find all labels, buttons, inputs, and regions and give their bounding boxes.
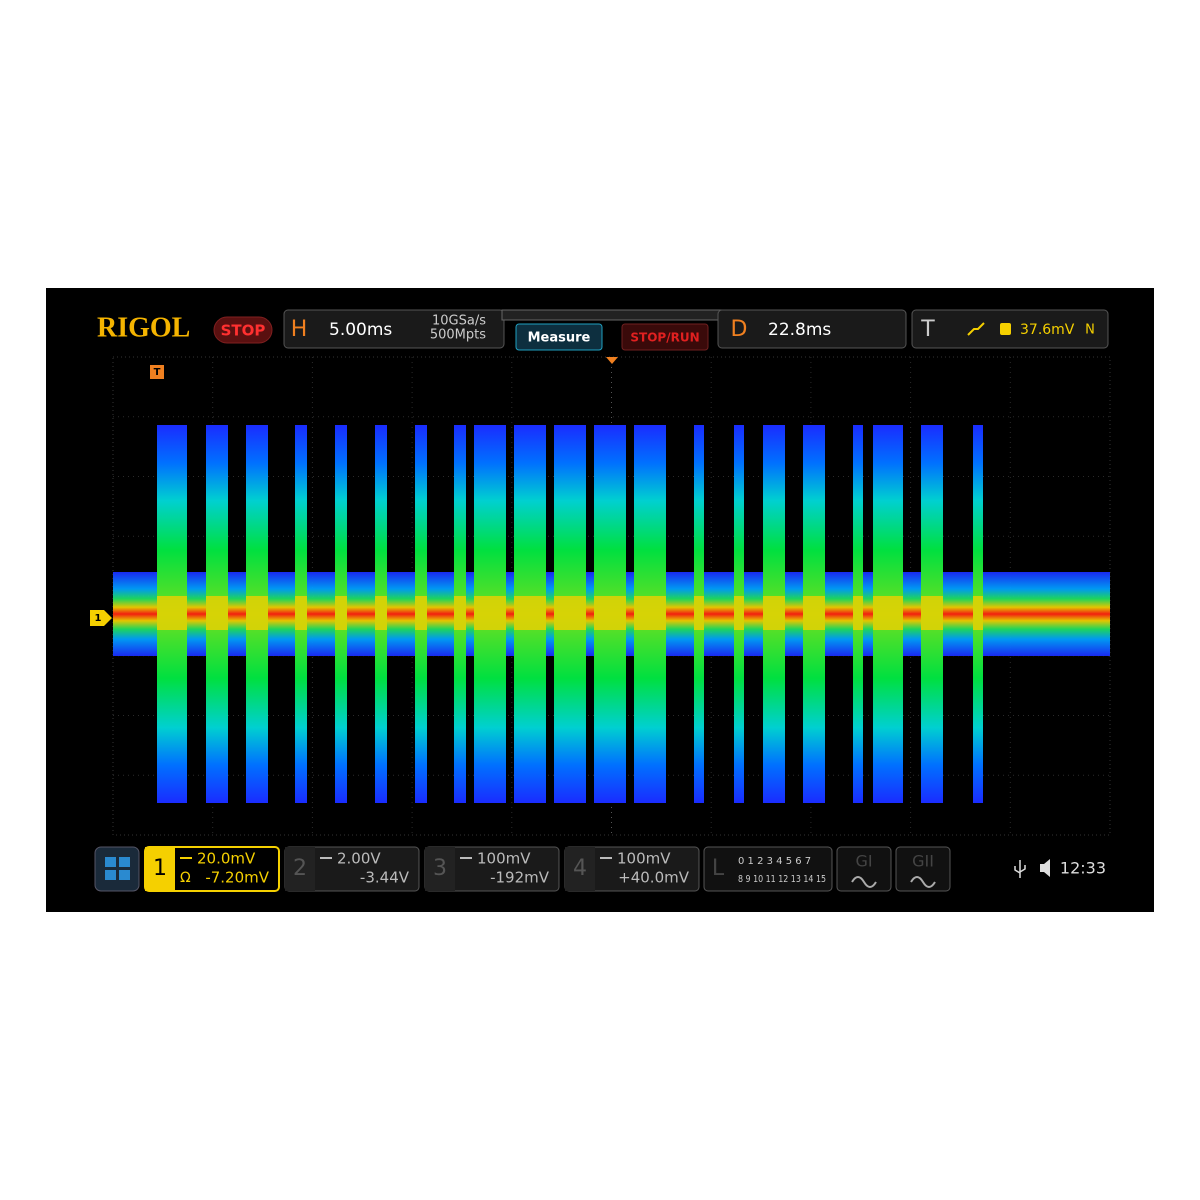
source-icon xyxy=(1000,323,1011,335)
channel-offset: +40.0mV xyxy=(618,869,690,887)
clock: 12:33 xyxy=(1060,859,1106,878)
stop-run-button[interactable] xyxy=(621,323,709,351)
burst-core xyxy=(973,596,983,630)
trigger-marker xyxy=(150,365,164,379)
burst-core xyxy=(634,596,666,630)
burst-core xyxy=(763,596,785,630)
status-badge xyxy=(213,316,273,344)
channel-scale: 20.0mV xyxy=(197,850,256,868)
delay-marker xyxy=(606,357,618,364)
channel-tab xyxy=(285,847,315,891)
channel-scale: 2.00V xyxy=(337,850,381,868)
channel-number: 3 xyxy=(433,856,447,881)
channel-tab xyxy=(565,847,595,891)
timebase: 5.00ms xyxy=(329,320,392,340)
channel-scale: 100mV xyxy=(617,850,671,868)
sine-icon xyxy=(851,876,877,888)
burst-core xyxy=(157,596,187,630)
generator-1-label: GI xyxy=(855,852,872,871)
menu-icon xyxy=(105,857,130,880)
edge-icon xyxy=(967,322,985,336)
measure-button[interactable] xyxy=(515,323,603,351)
burst-core xyxy=(734,596,744,630)
mute-icon xyxy=(1040,859,1050,877)
burst-core xyxy=(514,596,546,630)
burst-core xyxy=(554,596,586,630)
brand: RIGOL xyxy=(97,312,190,343)
channel-offset: -7.20mV xyxy=(205,869,269,887)
channel-number: 4 xyxy=(573,856,587,881)
logic-panel[interactable] xyxy=(703,846,833,892)
channel-tab xyxy=(425,847,455,891)
measure-label: Measure xyxy=(528,331,591,346)
burst-core xyxy=(694,596,704,630)
burst-core xyxy=(206,596,228,630)
burst-core xyxy=(375,596,387,630)
generator-2[interactable] xyxy=(895,846,951,892)
trigger-level: 37.6mV xyxy=(1020,322,1075,338)
menu-button[interactable] xyxy=(94,846,140,892)
burst-core xyxy=(415,596,427,630)
burst-core xyxy=(474,596,506,630)
channel-number: 2 xyxy=(293,856,307,881)
burst-core xyxy=(335,596,347,630)
burst-core xyxy=(295,596,307,630)
status: STOP xyxy=(221,322,266,340)
burst-core xyxy=(246,596,268,630)
h-label: H xyxy=(291,317,308,342)
channel-marker-label: 1 xyxy=(95,613,102,624)
burst-core xyxy=(803,596,825,630)
trigger-mode: N xyxy=(1085,323,1095,338)
trigger-marker-label: T xyxy=(154,367,161,378)
logic-row1: 0 1 2 3 4 5 6 7 xyxy=(738,856,811,867)
channel-tab xyxy=(145,847,175,891)
burst-core xyxy=(594,596,626,630)
generator-2-label: GII xyxy=(912,852,934,871)
channel-scale: 100mV xyxy=(477,850,531,868)
coupling: Ω xyxy=(180,870,191,886)
logic-label: L xyxy=(712,856,725,881)
delay-panel[interactable] xyxy=(717,309,907,349)
sample-rate: 10GSa/s xyxy=(432,314,486,329)
d-label: D xyxy=(731,317,748,342)
stop-run-label: STOP/RUN xyxy=(630,331,699,345)
channel-offset: -3.44V xyxy=(360,869,410,887)
delay-value: 22.8ms xyxy=(768,320,831,340)
burst-core xyxy=(921,596,943,630)
generator-1[interactable] xyxy=(836,846,892,892)
memory: 500Mpts xyxy=(430,328,486,343)
memory-bar xyxy=(501,309,723,321)
t-label: T xyxy=(920,317,935,342)
waveform xyxy=(113,425,1110,803)
horizontal-panel[interactable] xyxy=(283,309,505,349)
logic-row2: 8 9 10 11 12 13 14 15 xyxy=(738,874,826,885)
burst-core xyxy=(853,596,863,630)
sine-icon xyxy=(910,876,936,888)
burst-core xyxy=(873,596,903,630)
channel-marker xyxy=(90,610,112,626)
burst-core xyxy=(454,596,466,630)
channel-panels: 1 Ω20.0mV-7.20mV 2 2.00V-3.44V 3 100mV-192mV 4… xyxy=(144,846,700,892)
usb-icon xyxy=(1014,860,1026,878)
channel-offset: -192mV xyxy=(490,869,550,887)
channel-number: 1 xyxy=(153,856,167,881)
